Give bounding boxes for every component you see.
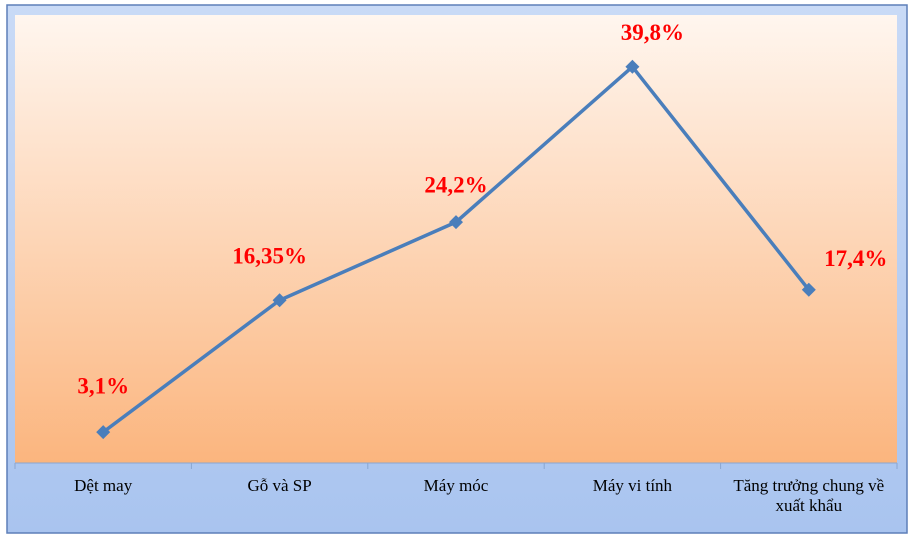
value-label: 17,4%: [824, 246, 887, 271]
marker: [449, 215, 463, 230]
marker: [96, 425, 111, 440]
value-label: 3,1%: [77, 373, 129, 398]
marker: [625, 59, 640, 74]
value-label: 24,2%: [424, 172, 487, 197]
x-tick-label: Gỗ và SP: [247, 476, 312, 495]
value-label: 16,35%: [232, 244, 307, 269]
marker: [272, 293, 287, 308]
plot-area: [15, 15, 897, 463]
marker: [801, 282, 816, 297]
x-tick-label: Dệt may: [74, 476, 133, 495]
value-label: 39,8%: [621, 20, 684, 45]
x-tick-label: Máy vi tính: [592, 476, 673, 495]
x-tick-label: Tăng trưởng chung về xuất khẩu: [733, 476, 885, 515]
x-tick-label: Máy móc: [423, 476, 489, 495]
